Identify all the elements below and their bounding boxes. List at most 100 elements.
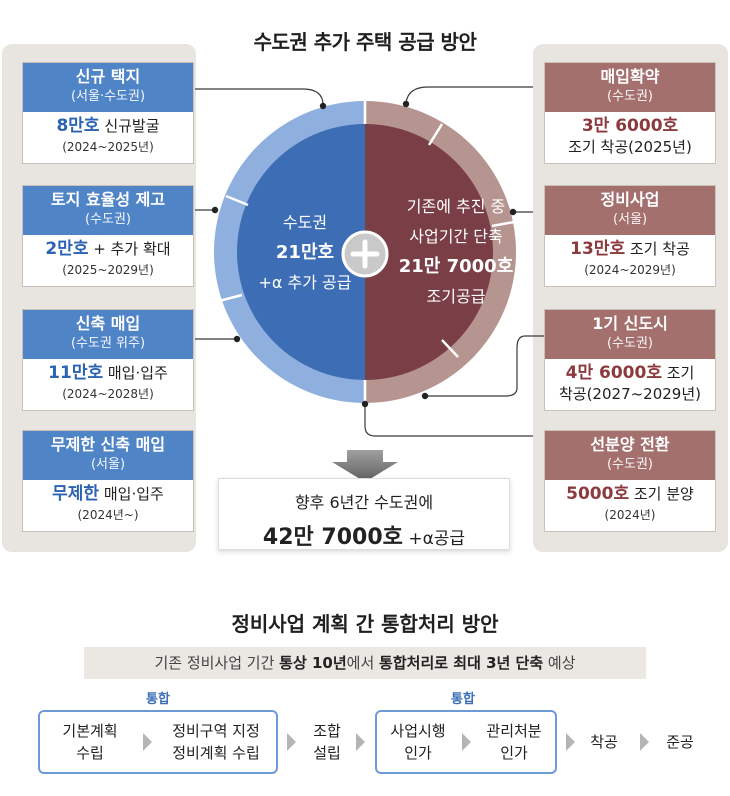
card-number: 8만호 — [56, 116, 100, 136]
card-text-line2: 착공(2027~2029년) — [558, 385, 702, 403]
step-line: 관리처분 — [486, 722, 542, 740]
summary-line1: 향후 6년간 수도권에 — [294, 493, 434, 512]
arrow-icon — [640, 733, 649, 751]
down-arrow — [332, 450, 398, 482]
arrow-icon — [356, 733, 365, 751]
step-line: 정비구역 지정 — [172, 722, 260, 740]
card-number: 무제한 — [52, 484, 100, 504]
step-line: 인가 — [500, 744, 528, 762]
card-number: 2만호 — [45, 239, 89, 259]
card-title: 선분양 전환 — [590, 435, 670, 454]
summary-line2: 42만 7000호 +α공급 — [219, 519, 509, 551]
integration-box-2 — [375, 710, 557, 774]
card-region: (서울) — [612, 212, 648, 227]
card-text-line2: 조기 착공(2025년) — [568, 138, 692, 156]
card-text: 매입·입주 — [99, 485, 164, 503]
card-text: 매입·입주 — [103, 364, 168, 382]
card-period: (2024~2028년) — [62, 387, 154, 401]
summary-rest: +α공급 — [402, 529, 466, 549]
summary-total: 42만 7000호 — [262, 525, 403, 550]
circle-right-line4: 조기공급 — [426, 287, 486, 306]
card-number: 4만 6000호 — [565, 363, 662, 383]
step-construction-start: 착공 — [590, 733, 618, 751]
card-title: 정비사업 — [600, 190, 660, 209]
group-label-1: 통합 — [146, 692, 170, 707]
circle-left-line2: 21만호 — [275, 242, 335, 263]
step-line: 사업시행 — [390, 722, 446, 740]
ring-dividers — [218, 101, 515, 403]
integration-box-1 — [38, 710, 278, 774]
desc-pre: 기존 정비사업 기간 — [154, 654, 280, 672]
card-unlimited-purchase: 무제한 신축 매입 (서울) 무제한 매입·입주 (2024년~) — [22, 430, 194, 532]
card-title: 무제한 신축 매입 — [50, 435, 166, 454]
step-line: 조합 — [313, 722, 341, 740]
arrow-icon — [143, 733, 152, 751]
card-new-purchase: 신축 매입 (수도권 위주) 11만호 매입·입주 (2024~2028년) — [22, 309, 194, 411]
card-period: (2025~2029년) — [62, 263, 154, 277]
card-title: 신규 택지 — [75, 67, 141, 86]
card-number: 11만호 — [48, 363, 104, 383]
step-completion: 준공 — [666, 733, 694, 751]
card-period: (2024~2025년) — [62, 140, 154, 154]
card-region: (수도권) — [606, 336, 654, 351]
card-land-efficiency: 토지 효율성 제고 (수도권) 2만호 + 추가 확대 (2025~2029년) — [22, 185, 194, 287]
step-line: 인가 — [404, 744, 432, 762]
card-number: 3만 6000호 — [581, 116, 679, 136]
circle-left-text: 수도권 21만호 +α 추가 공급 — [246, 208, 364, 298]
card-region: (수도권) — [84, 212, 132, 227]
arrow-icon — [287, 733, 296, 751]
desc-bold-2: 통합처리로 최대 3년 단축 — [379, 654, 544, 672]
circle-left-line3: +α 추가 공급 — [258, 273, 352, 292]
card-number: 13만호 — [570, 239, 626, 259]
page-title: 수도권 추가 주택 공급 방안 — [253, 30, 477, 54]
card-region: (수도권 위주) — [70, 336, 146, 351]
card-title: 매입확약 — [600, 67, 660, 86]
group-label-2: 통합 — [451, 692, 475, 707]
arrow-icon — [462, 733, 471, 751]
circle-right-line1: 기존에 추진 중 — [406, 197, 506, 216]
card-new-land: 신규 택지 (서울·수도권) 8만호 신규발굴 (2024~2025년) — [22, 62, 194, 164]
card-text: 조기 — [661, 364, 695, 382]
inner-circle-left — [237, 124, 365, 380]
card-region: (서울) — [90, 457, 126, 472]
process-description: 기존 정비사업 기간 통상 10년에서 통합처리로 최대 3년 단축 예상 — [84, 647, 646, 679]
inner-circle-right — [365, 124, 493, 380]
card-number: 5000호 — [566, 484, 630, 504]
process-title: 정비사업 계획 간 통합처리 방안 — [231, 612, 499, 636]
circle-right-line2: 사업기간 단축 — [409, 227, 503, 246]
step-line: 기본계획 — [62, 722, 118, 740]
card-text: 신규발굴 — [99, 117, 160, 135]
card-period: (2024년~) — [77, 508, 139, 522]
card-text: 조기 착공 — [625, 240, 690, 258]
card-title: 1기 신도시 — [592, 314, 668, 333]
desc-mid: 에서 — [346, 654, 380, 672]
connector-lines — [195, 86, 545, 437]
connector-dots — [211, 100, 517, 408]
card-pre-sale-conversion: 선분양 전환 (수도권) 5000호 조기 분양 (2024년) — [544, 430, 716, 532]
circle-right-text: 기존에 추진 중 사업기간 단축 21만 7000호 조기공급 — [388, 192, 524, 312]
card-title: 토지 효율성 제고 — [50, 190, 166, 209]
card-period: (2024년) — [604, 508, 656, 522]
card-region: (수도권) — [606, 89, 654, 104]
arrow-icon — [566, 733, 575, 751]
step-line: 수립 — [76, 744, 104, 762]
card-region: (서울·수도권) — [70, 89, 146, 104]
summary-box: 향후 6년간 수도권에 42만 7000호 +α공급 — [218, 478, 510, 550]
card-redevelopment: 정비사업 (서울) 13만호 조기 착공 (2024~2029년) — [544, 185, 716, 287]
card-text: + 추가 확대 — [88, 240, 171, 258]
circle-left-line1: 수도권 — [282, 213, 328, 232]
card-title: 신축 매입 — [75, 314, 141, 333]
step-line: 정비계획 수립 — [172, 744, 260, 762]
card-period: (2024~2029년) — [584, 263, 676, 277]
card-text: 조기 분양 — [629, 485, 694, 503]
step-line: 설립 — [313, 744, 341, 762]
circle-right-line3: 21만 7000호 — [398, 256, 514, 277]
